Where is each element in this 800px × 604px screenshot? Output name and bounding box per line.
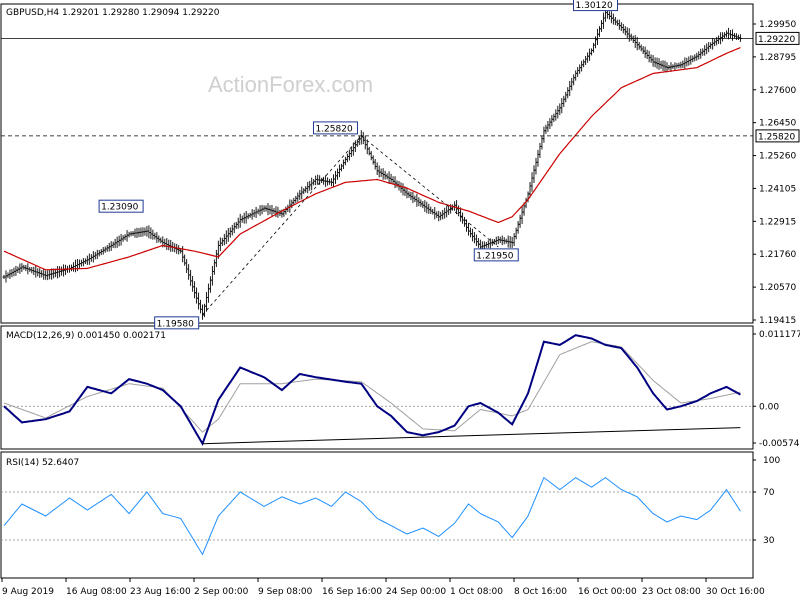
x-tick-label: 16 Oct 00:00 — [578, 587, 637, 597]
price-tick-label: 1.24105 — [759, 184, 796, 194]
trendline — [202, 135, 499, 316]
swing-label-text: 1.25820 — [315, 124, 352, 134]
price-layer: 1.29220 1.25820 1.30120 1.25820 1.23090 1.219… — [1, 0, 800, 330]
x-tick-label: 1 Oct 08:00 — [450, 587, 503, 597]
moving-average-line — [3, 47, 741, 271]
x-tick-label: 8 Oct 16:00 — [514, 587, 567, 597]
price-tick-label: 1.29950 — [759, 20, 796, 30]
price-tick-label: 1.25260 — [759, 152, 796, 162]
price-tick-label: 1.20570 — [759, 283, 796, 293]
macd-line — [3, 334, 741, 447]
rsi-line — [3, 476, 741, 556]
rsi-tick-label: 30 — [763, 536, 775, 546]
swing-label-text: 1.23090 — [101, 203, 138, 213]
swing-label-text: 1.19580 — [157, 319, 194, 329]
price-tick-label: 1.21760 — [759, 250, 796, 260]
rsi-tick-label: 70 — [763, 488, 775, 498]
swing-label-box — [154, 316, 200, 330]
x-tick-label: 16 Sep 16:00 — [322, 587, 382, 597]
swing-label: 1.19580 — [154, 316, 200, 330]
price-level-tag-box — [755, 129, 800, 143]
macd-pane-title: MACD(12,26,9) 0.001450 0.002171 — [6, 331, 166, 341]
x-tick-label: 30 Oct 16:00 — [706, 587, 765, 597]
macd-signal-line — [3, 341, 741, 433]
x-tick-label: 2 Sep 00:00 — [194, 587, 249, 597]
watermark: ActionForex.com — [208, 72, 373, 97]
rsi-pane-title: RSI(14) 52.6407 — [6, 458, 79, 468]
x-tick-label: 24 Sep 00:00 — [386, 587, 446, 597]
x-tick-label: 23 Oct 08:00 — [642, 587, 701, 597]
price-level-tag-box — [755, 31, 800, 45]
swing-label-box — [312, 121, 358, 135]
rsi-tick-label: 100 — [763, 456, 780, 466]
swing-label-box — [573, 0, 619, 12]
x-tick-label: 16 Aug 08:00 — [66, 587, 127, 597]
axis-layer: 1.29950 1.28795 1.27600 1.26450 1.25260 1.241… — [1, 20, 800, 597]
swing-label: 1.25820 — [312, 121, 358, 135]
price-pane-title: GBPUSD,H4 1.29201 1.29280 1.29094 1.2922… — [6, 8, 220, 18]
swing-label-text: 1.21950 — [476, 251, 513, 261]
price-tick-label: 1.22915 — [759, 217, 796, 227]
rsi-pane — [0, 451, 754, 579]
price-tick-label: 1.19415 — [759, 316, 796, 326]
swing-label: 1.21950 — [473, 248, 519, 262]
price-bars — [2, 8, 742, 320]
price-level-tag: 1.25820 — [755, 129, 800, 143]
swing-label: 1.30120 — [573, 0, 619, 12]
price-level-tag: 1.29220 — [755, 31, 800, 45]
macd-tick-label: 0.011177 — [759, 330, 800, 340]
swing-label-text: 1.30120 — [576, 1, 613, 11]
macd-tick-label: 0.00 — [759, 402, 779, 412]
macd-trendline — [202, 427, 741, 445]
swing-label-box — [98, 199, 144, 213]
swing-label: 1.23090 — [98, 199, 144, 213]
macd-layer — [1, 334, 753, 447]
x-tick-label: 9 Aug 2019 — [2, 587, 54, 597]
price-tick-label: 1.28795 — [759, 53, 796, 63]
price-tick-label: 1.27600 — [759, 86, 796, 96]
macd-tick-label: -0.005746 — [759, 439, 800, 449]
rsi-layer — [1, 476, 753, 556]
macd-pane — [0, 325, 754, 450]
swing-label-box — [473, 248, 519, 262]
price-level-tag-text: 1.25820 — [758, 132, 795, 142]
price-level-tag-text: 1.29220 — [758, 35, 795, 45]
price-tick-label: 1.26450 — [759, 119, 796, 129]
x-tick-label: 9 Sep 08:00 — [258, 587, 313, 597]
x-tick-label: 23 Aug 16:00 — [130, 587, 191, 597]
